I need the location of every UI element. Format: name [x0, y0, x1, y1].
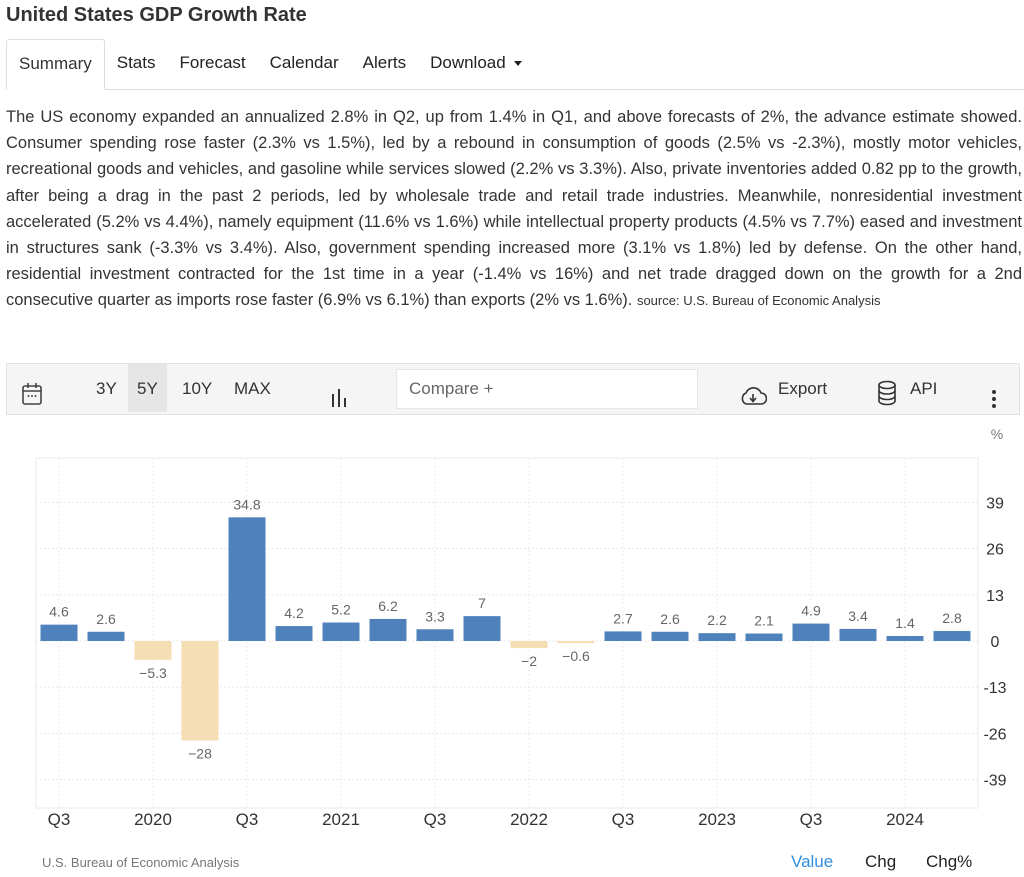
data-label: 2.1 — [754, 613, 774, 629]
tab-stats[interactable]: Stats — [116, 53, 156, 72]
tab-bar: Summary Stats Forecast Calendar Alerts D… — [6, 39, 1024, 90]
tab-calendar[interactable]: Calendar — [269, 53, 339, 72]
cloud-download-icon[interactable] — [739, 377, 768, 405]
data-label: 2.2 — [707, 612, 727, 628]
unit-label: % — [991, 426, 1003, 442]
bar — [369, 618, 407, 641]
x-tick-label: Q3 — [48, 810, 71, 829]
bar — [745, 633, 783, 641]
x-tick-label: 2020 — [134, 810, 172, 829]
calendar-icon[interactable] — [21, 376, 43, 405]
data-label: 2.6 — [96, 611, 116, 627]
tab-forecast[interactable]: Forecast — [179, 53, 246, 72]
y-tick-label: 26 — [986, 542, 1004, 559]
data-label: 5.2 — [331, 602, 351, 618]
x-tick-label: 2021 — [322, 810, 360, 829]
y-tick-label: 0 — [991, 634, 1000, 651]
range-3y-button[interactable]: 3Y — [96, 379, 117, 398]
data-label: 34.8 — [233, 496, 260, 512]
x-tick-label: Q3 — [236, 810, 259, 829]
tab-summary[interactable]: Summary — [6, 39, 105, 90]
bar — [181, 640, 219, 741]
x-tick-label: Q3 — [424, 810, 447, 829]
footer-source: U.S. Bureau of Economic Analysis — [42, 855, 240, 870]
caret-down-icon — [513, 61, 522, 67]
bar — [510, 640, 548, 649]
bar — [40, 624, 78, 641]
chart-toolbar: 3Y 5Y 10Y MAX Compare + Export API — [6, 363, 1020, 415]
y-tick-label: 39 — [986, 495, 1004, 512]
bar — [134, 640, 172, 660]
data-label: 2.6 — [660, 611, 680, 627]
range-5y-button[interactable]: 5Y — [128, 364, 167, 412]
data-label: −28 — [188, 745, 212, 761]
summary-paragraph: The US economy expanded an annualized 2.… — [6, 104, 1022, 315]
x-tick-label: 2024 — [886, 810, 924, 829]
page-title: United States GDP Growth Rate — [6, 4, 307, 26]
summary-source: source: U.S. Bureau of Economic Analysis — [636, 293, 881, 309]
bar — [322, 622, 360, 641]
gdp-bar-chart: % 4.6 2.6 −5.3 −28 34.8 4.2 5.2 6.2 3.3 7 −2 −0.6 2.… — [35, 426, 1007, 829]
range-10y-button[interactable]: 10Y — [182, 379, 213, 398]
data-label: 3.3 — [425, 608, 445, 624]
compare-input[interactable]: Compare + — [396, 369, 698, 409]
more-options-icon[interactable] — [991, 379, 997, 408]
data-label: 6.2 — [378, 598, 398, 614]
data-label: −5.3 — [139, 665, 167, 681]
data-label: 2.8 — [942, 610, 962, 626]
bar — [557, 640, 595, 644]
y-tick-label: 13 — [986, 588, 1004, 605]
x-tick-label: 2023 — [698, 810, 736, 829]
bar — [886, 636, 924, 641]
bar — [839, 628, 877, 641]
bar — [604, 631, 642, 641]
plot-frame — [35, 457, 979, 809]
data-label: 4.6 — [49, 604, 69, 620]
y-tick-label: -39 — [983, 773, 1006, 790]
bar — [416, 629, 454, 641]
chart-type-icon[interactable] — [331, 378, 349, 407]
x-tick-label: Q3 — [612, 810, 635, 829]
download-label: Download — [430, 53, 506, 72]
view-chgpct-button[interactable]: Chg% — [926, 852, 973, 871]
x-tick-label: Q3 — [800, 810, 823, 829]
data-label: 1.4 — [895, 615, 915, 631]
tab-alerts[interactable]: Alerts — [362, 53, 407, 72]
x-tick-label: 2022 — [510, 810, 548, 829]
bar — [933, 631, 971, 641]
bar — [87, 631, 125, 641]
y-tick-label: -26 — [983, 726, 1006, 743]
view-value-button[interactable]: Value — [791, 852, 834, 871]
bar — [698, 633, 736, 641]
bar — [275, 626, 313, 641]
api-button[interactable]: API — [910, 379, 938, 398]
database-icon[interactable] — [877, 376, 897, 406]
export-button[interactable]: Export — [778, 379, 828, 398]
data-label: 2.7 — [613, 610, 633, 626]
bar — [463, 616, 501, 641]
data-label: 4.2 — [284, 605, 304, 621]
data-label: 4.9 — [801, 603, 821, 619]
view-chg-button[interactable]: Chg — [865, 852, 897, 871]
data-label: −0.6 — [562, 648, 590, 664]
bar — [651, 631, 689, 641]
summary-text: The US economy expanded an annualized 2.… — [6, 108, 1022, 310]
tab-download[interactable]: Download — [418, 39, 534, 89]
data-label: 3.4 — [848, 608, 868, 624]
y-tick-label: -13 — [983, 680, 1006, 697]
data-label: 7 — [478, 595, 486, 611]
data-label: −2 — [521, 653, 537, 669]
bar — [792, 623, 830, 641]
range-max-button[interactable]: MAX — [234, 379, 271, 398]
bar — [228, 517, 266, 641]
